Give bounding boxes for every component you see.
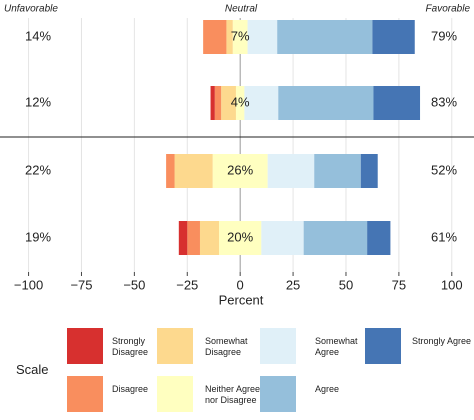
- legend-label: Agree: [315, 384, 340, 394]
- unfavorable-label: Unfavorable: [4, 4, 58, 15]
- x-tick-label: −50: [123, 277, 145, 292]
- bar-segment: [244, 86, 279, 120]
- legend-swatch: [260, 376, 296, 412]
- neutral-value-label: 4%: [231, 94, 250, 109]
- bar-segment: [174, 154, 213, 188]
- x-tick-label: −100: [14, 277, 43, 292]
- bar-segment: [367, 221, 391, 255]
- unfavorable-value-label: 12%: [25, 94, 51, 109]
- x-tick-label: −25: [176, 277, 198, 292]
- bar-segment: [199, 221, 220, 255]
- bar-segment: [372, 20, 415, 54]
- bar-segment: [203, 20, 227, 54]
- bar-segment: [235, 86, 245, 120]
- favorable-value-label: 52%: [431, 162, 457, 177]
- legend-label: Somewhat Agree: [315, 336, 358, 357]
- legend-swatch: [157, 328, 193, 364]
- bar-segment: [226, 20, 233, 54]
- bar-segment: [373, 86, 421, 120]
- unfavorable-value-label: 14%: [25, 28, 51, 43]
- bar-segment: [187, 221, 200, 255]
- bar-segment: [210, 86, 215, 120]
- legend-swatch: [157, 376, 193, 412]
- bar-segment: [166, 154, 175, 188]
- neutral-label: Neutral: [225, 4, 258, 15]
- x-tick-label: 0: [237, 277, 244, 292]
- bar-segment: [247, 20, 278, 54]
- x-tick-label: 100: [441, 277, 463, 292]
- legend-label: Disagree: [112, 384, 149, 394]
- legend-title: Scale: [16, 362, 49, 377]
- legend-label: Neither Agree nor Disagree: [205, 384, 261, 405]
- unfavorable-value-label: 22%: [25, 162, 51, 177]
- unfavorable-value-label: 19%: [25, 229, 51, 244]
- bar-segment: [278, 86, 374, 120]
- bar-segment: [214, 86, 222, 120]
- neutral-value-label: 20%: [227, 229, 253, 244]
- legend-label: Strongly Disagree: [112, 336, 149, 357]
- legend-swatch: [365, 328, 401, 364]
- chart: Unfavorable Neutral Favorable Percent −1…: [0, 4, 474, 307]
- bar-segment: [267, 154, 315, 188]
- bar-segment: [277, 20, 373, 54]
- x-axis-label: Percent: [219, 292, 264, 307]
- legend-swatch: [67, 328, 103, 364]
- bar-segment: [178, 221, 188, 255]
- bar-segment: [212, 154, 268, 188]
- neutral-value-label: 7%: [231, 28, 250, 43]
- bar-segment: [232, 20, 248, 54]
- x-tick-label: 75: [392, 277, 406, 292]
- bar-segment: [261, 221, 304, 255]
- favorable-label: Favorable: [426, 4, 471, 15]
- bar-segment: [314, 154, 361, 188]
- favorable-value-label: 79%: [431, 28, 457, 43]
- legend-label: Somewhat Disagree: [205, 336, 248, 357]
- favorable-value-label: 61%: [431, 229, 457, 244]
- favorable-value-label: 83%: [431, 94, 457, 109]
- x-tick-label: 50: [339, 277, 353, 292]
- x-tick-label: 25: [286, 277, 300, 292]
- neutral-value-label: 26%: [227, 162, 253, 177]
- legend-label: Strongly Agree: [412, 336, 472, 346]
- legend-swatch: [67, 376, 103, 412]
- legend-swatch: [260, 328, 296, 364]
- bar-segment: [219, 221, 262, 255]
- x-tick-label: −75: [70, 277, 92, 292]
- bar-segment: [360, 154, 378, 188]
- bar-segment: [221, 86, 236, 120]
- bar-segment: [303, 221, 368, 255]
